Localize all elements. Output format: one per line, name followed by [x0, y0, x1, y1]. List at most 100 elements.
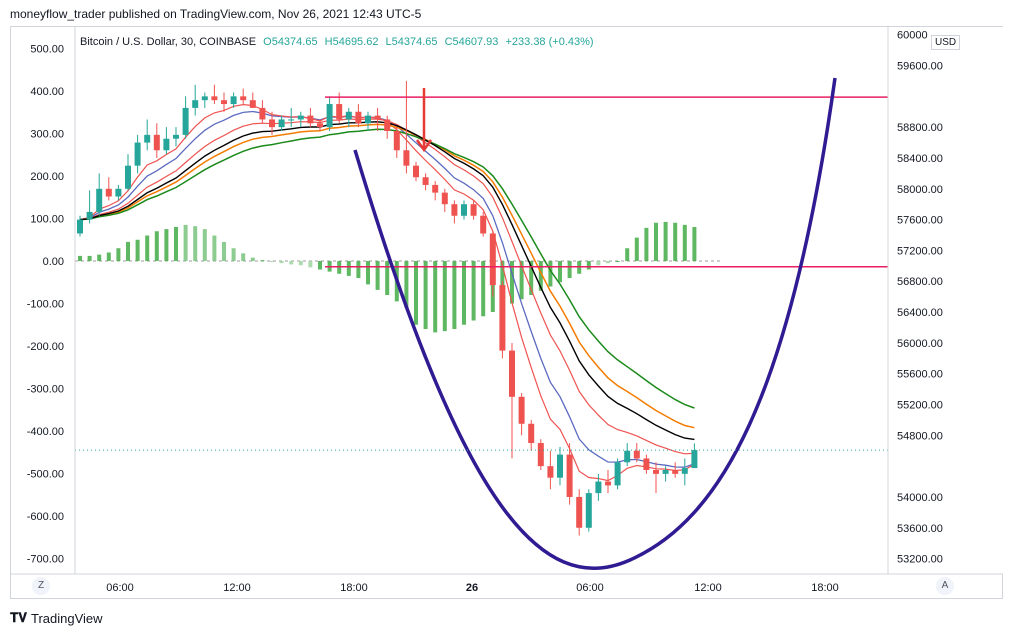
histogram-bar — [135, 239, 140, 261]
histogram-bar — [423, 261, 428, 329]
candle-body — [595, 481, 602, 494]
candle-body — [499, 285, 506, 351]
candle-body — [614, 462, 621, 486]
candle-body — [633, 450, 640, 459]
histogram-bar — [78, 255, 82, 261]
left-axis-tick: 0.00 — [43, 256, 64, 268]
histogram-bar — [174, 227, 178, 261]
left-axis-tick: -100.00 — [27, 299, 64, 311]
histogram-bar — [270, 261, 274, 262]
histogram-bar — [682, 224, 687, 261]
candle-body — [374, 115, 381, 120]
candle-body — [489, 233, 496, 286]
arc-drawing — [353, 77, 837, 570]
right-axis-tick: 53200.00 — [897, 554, 943, 566]
histogram-bar — [538, 261, 543, 291]
footer-brand[interactable]: 𝐓𝐕 TradingView — [10, 610, 103, 626]
histogram-bar — [481, 261, 486, 317]
candle-body — [153, 134, 160, 151]
histogram-bar — [567, 261, 572, 278]
left-axis-tick: -200.00 — [27, 341, 64, 353]
auto-scale-button[interactable]: A — [936, 577, 954, 595]
candle-body — [144, 134, 151, 143]
left-axis-tick: 400.00 — [30, 86, 64, 98]
histogram-bar — [164, 229, 169, 261]
time-axis-tick: 06:00 — [576, 582, 604, 594]
histogram-bar — [241, 253, 246, 261]
legend-change: +233.38 (+0.43%) — [505, 36, 594, 48]
candle-body — [297, 115, 304, 120]
histogram-bar — [97, 254, 102, 261]
zoom-button[interactable]: Z — [32, 577, 50, 595]
candle-body — [134, 142, 141, 166]
tradingview-logo-icon: 𝐓𝐕 — [10, 610, 27, 625]
left-axis-tick: -500.00 — [27, 469, 64, 481]
right-axis-tick: 56800.00 — [897, 276, 943, 288]
candle-body — [509, 350, 515, 397]
candle-body — [77, 219, 83, 234]
right-axis-tick: 54000.00 — [897, 492, 943, 504]
candle-body — [269, 119, 275, 128]
histogram-bar — [663, 221, 668, 261]
candle-body — [278, 119, 285, 128]
left-axis-tick: -400.00 — [27, 426, 64, 438]
histogram-bar — [414, 261, 418, 325]
candle-body — [480, 215, 487, 234]
right-axis-tick: 53600.00 — [897, 523, 943, 535]
left-axis-tick: 200.00 — [30, 171, 64, 183]
currency-badge[interactable]: USD — [931, 35, 961, 50]
candle-body — [326, 104, 333, 128]
histogram-bar — [673, 222, 678, 261]
candle-body — [461, 204, 467, 216]
candle-body — [86, 211, 93, 220]
histogram-bar — [548, 261, 553, 287]
right-axis-tick: 58400.00 — [897, 153, 943, 165]
left-axis-tick: -300.00 — [27, 384, 64, 396]
left-axis-tick: 100.00 — [30, 214, 64, 226]
candle-body — [537, 443, 544, 467]
candle-body — [422, 177, 429, 185]
histogram-bar — [558, 261, 562, 283]
histogram-bar — [462, 261, 466, 325]
candle-body — [105, 188, 112, 197]
candle-body — [470, 204, 477, 216]
histogram-bar — [471, 261, 476, 321]
right-axis-tick: 56400.00 — [897, 307, 943, 319]
time-axis-tick: 06:00 — [106, 582, 134, 594]
histogram-bar — [250, 257, 255, 261]
histogram-bar — [654, 222, 658, 261]
candle-body — [211, 96, 218, 101]
histogram-bar — [106, 252, 111, 261]
left-axis-tick: -700.00 — [27, 554, 64, 566]
histogram-bar — [442, 261, 447, 332]
histogram-bar — [289, 261, 294, 265]
histogram-bar — [231, 248, 236, 261]
histogram-bar — [318, 261, 322, 270]
candle-body — [384, 119, 391, 132]
histogram-bar — [510, 261, 514, 304]
candle-body — [653, 469, 659, 474]
histogram-series — [78, 221, 697, 333]
candle-body — [288, 119, 295, 121]
candle-body — [115, 188, 122, 197]
right-axis-tick: 57200.00 — [897, 245, 943, 257]
histogram-bar — [87, 255, 92, 261]
candle-body — [413, 165, 419, 178]
legend-low: L54374.65 — [385, 36, 438, 48]
histogram-bar — [615, 261, 620, 262]
histogram-bar — [279, 261, 284, 264]
candle-body — [240, 96, 247, 101]
candle-body — [566, 454, 573, 497]
histogram-bar — [519, 261, 524, 300]
candle-series — [77, 80, 698, 536]
chart-legend: Bitcoin / U.S. Dollar, 30, COINBASE O543… — [80, 36, 594, 48]
histogram-bar — [596, 261, 601, 266]
histogram-bar — [126, 241, 130, 261]
right-axis-tick: 58800.00 — [897, 122, 943, 134]
legend-close: C54607.93 — [444, 36, 499, 48]
histogram-bar — [183, 224, 188, 261]
footer-brand-label: TradingView — [31, 610, 103, 626]
candle-body — [192, 100, 199, 108]
right-axis-tick: 60000 — [897, 30, 928, 42]
